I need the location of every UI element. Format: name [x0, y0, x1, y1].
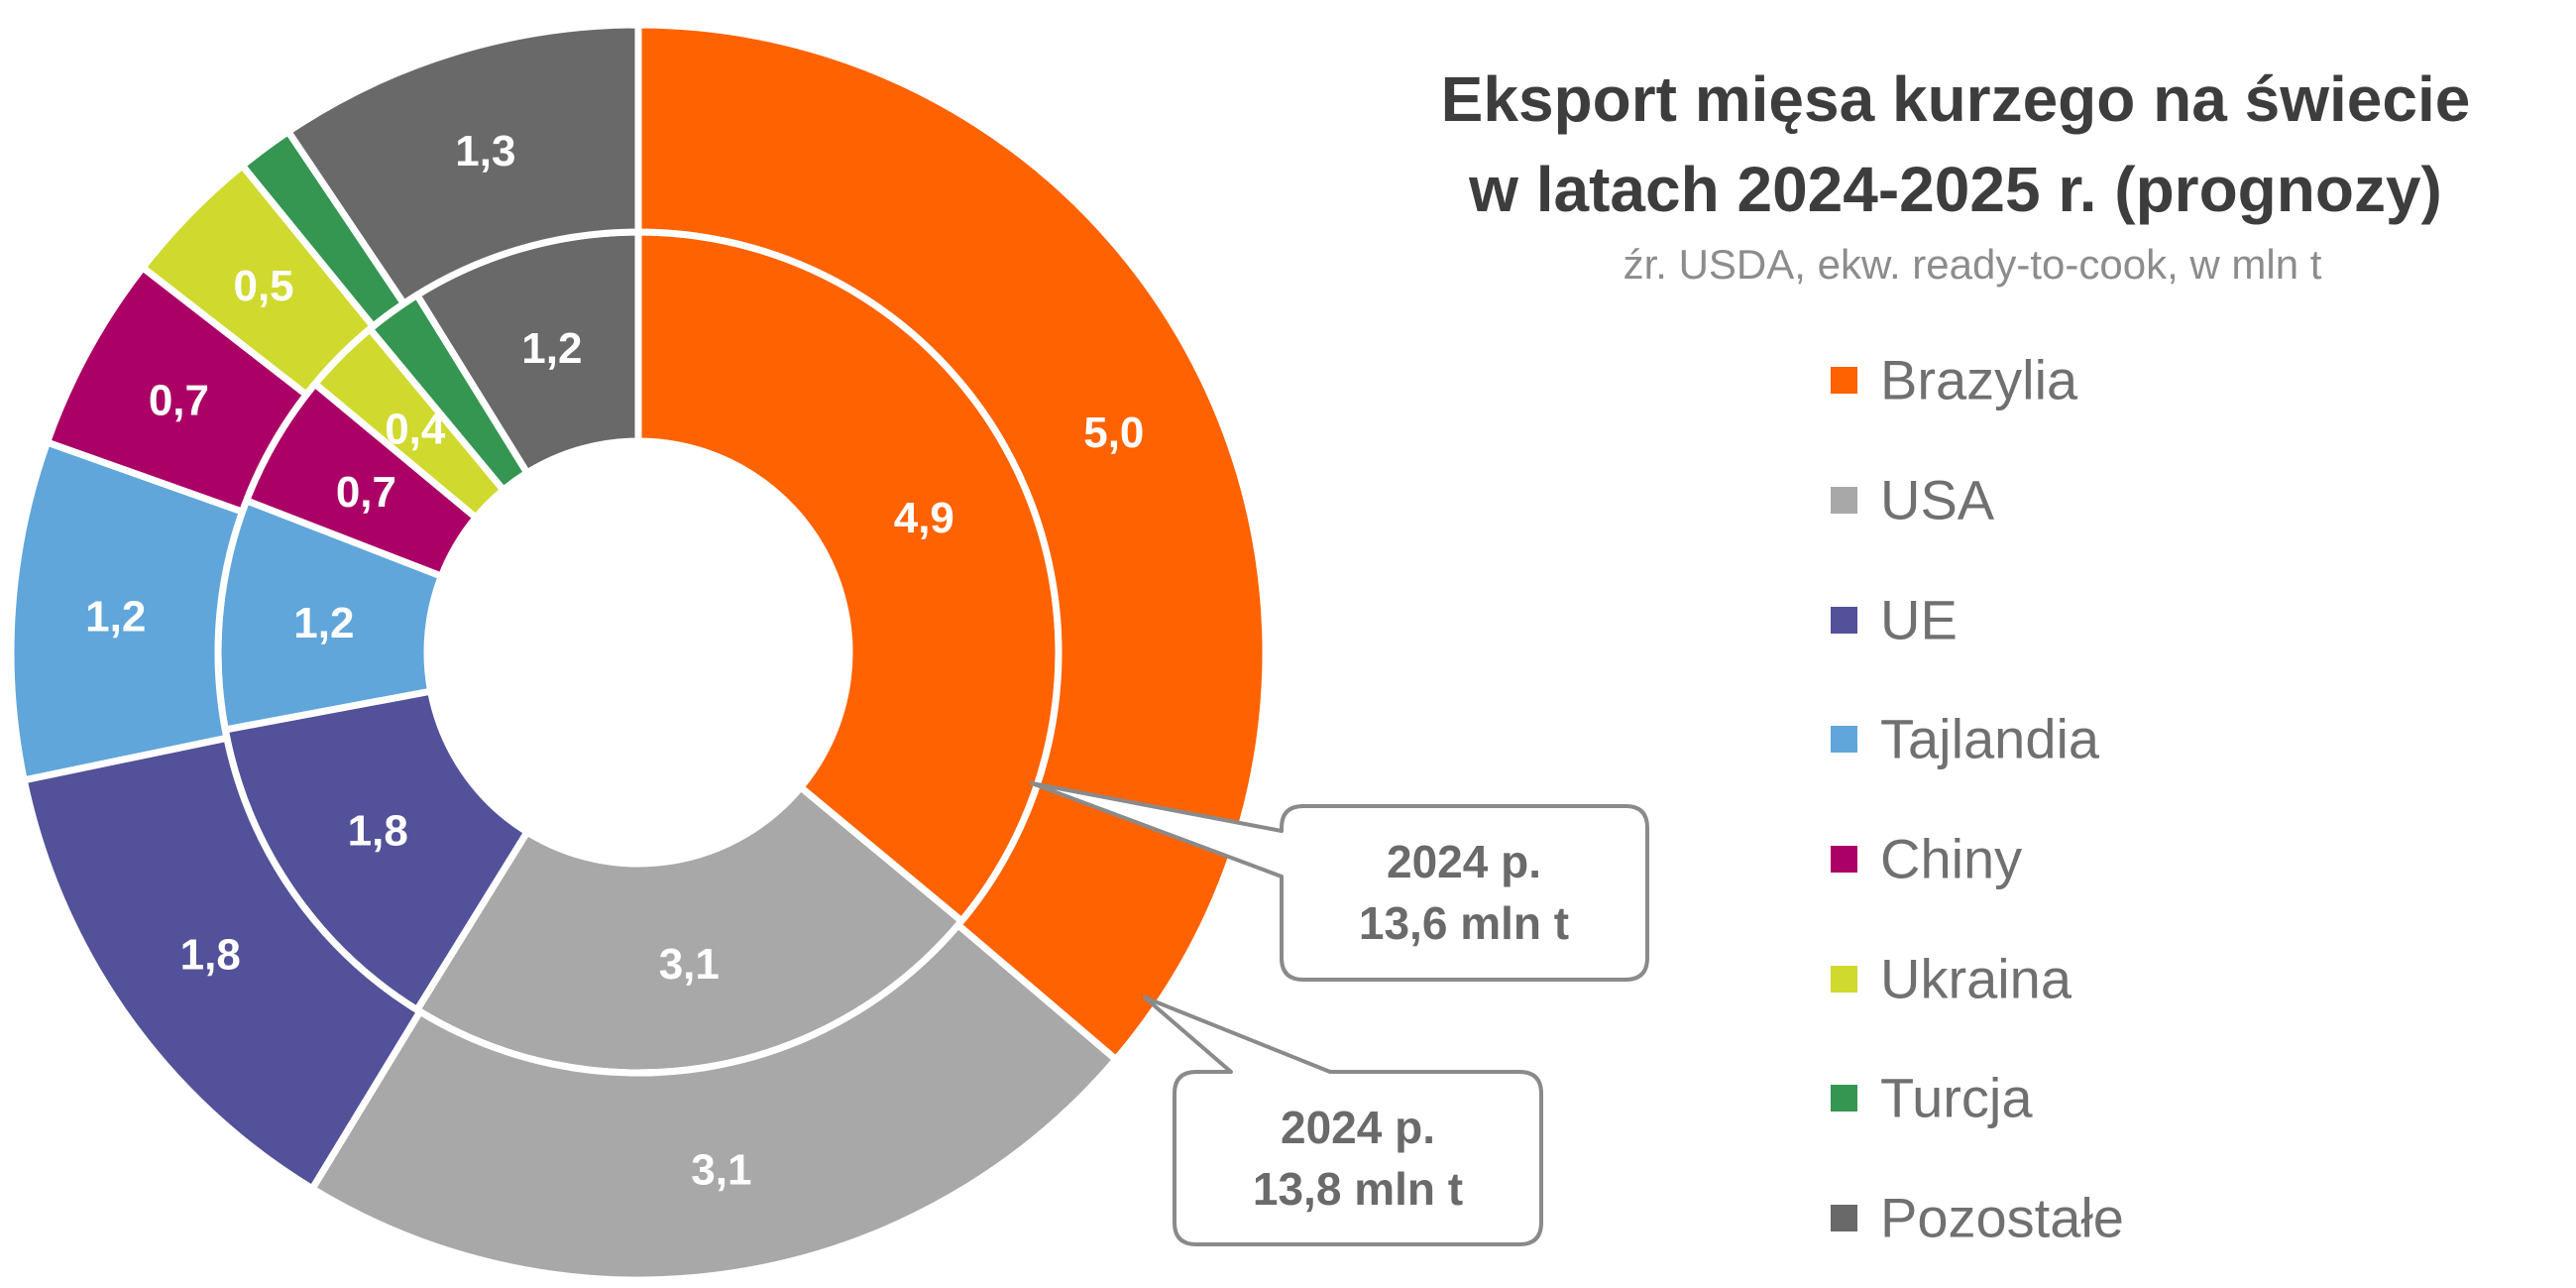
label-outer-brazylia: 5,0: [1083, 409, 1144, 457]
callout-outer-ring: 2024 p. 13,8 mln t: [1143, 995, 1543, 1246]
label-inner-ue: 1,8: [348, 806, 408, 855]
label-outer-ukraina: 0,5: [233, 262, 293, 310]
legend-label-pozostale: Pozostałe: [1880, 1187, 2124, 1249]
legend-label-ukraina: Ukraina: [1880, 948, 2072, 1010]
legend-swatch-ukraina: [1831, 966, 1857, 993]
label-inner-ukraina: 0,4: [385, 405, 446, 453]
ring-outer: [7, 21, 1270, 1284]
ring-inner: [214, 228, 1063, 1077]
legend-swatch-pozostale: [1831, 1205, 1857, 1231]
legend-label-chiny: Chiny: [1880, 828, 2022, 890]
legend-item-ue: UE: [1831, 589, 1958, 651]
legend-item-tajlandia: Tajlandia: [1831, 708, 2100, 770]
label-outer-ue: 1,8: [180, 930, 241, 979]
slice-outer-usa: [307, 920, 1121, 1284]
chart-title-line-1: Eksport mięsa kurzego na świecie: [1441, 63, 2471, 135]
callout-inner-year: 2024 p.: [1387, 836, 1541, 887]
legend-swatch-tajlandia: [1831, 726, 1857, 753]
legend-swatch-brazylia: [1831, 367, 1857, 394]
legend-item-chiny: Chiny: [1831, 828, 2022, 890]
callout-outer-total: 13,8 mln t: [1253, 1163, 1463, 1215]
legend-item-turcja: Turcja: [1831, 1067, 2033, 1129]
legend-label-ue: UE: [1880, 589, 1958, 651]
legend-item-brazylia: Brazylia: [1831, 349, 2078, 411]
label-outer-chiny: 0,7: [149, 377, 209, 425]
label-outer-tajlandia: 1,2: [85, 592, 146, 641]
callout-inner-ring: 2024 p. 13,6 mln t: [1030, 781, 1649, 982]
legend-label-turcja: Turcja: [1880, 1067, 2033, 1129]
callout-inner-total: 13,6 mln t: [1359, 897, 1569, 949]
donut-chart: [7, 21, 1270, 1284]
legend-item-pozostale: Pozostałe: [1831, 1187, 2124, 1249]
legend-swatch-chiny: [1831, 846, 1857, 873]
label-inner-chiny: 0,7: [336, 468, 396, 517]
legend: Brazylia USA UE Tajlandia Chiny Ukraina …: [1831, 349, 2124, 1249]
legend-swatch-ue: [1831, 607, 1857, 634]
legend-item-usa: USA: [1831, 469, 1995, 531]
callout-outer-year: 2024 p.: [1281, 1102, 1435, 1153]
legend-label-tajlandia: Tajlandia: [1880, 708, 2100, 770]
legend-label-brazylia: Brazylia: [1880, 349, 2078, 411]
donut-labels: 4,9 3,1 1,8 1,2 0,7 0,4 1,2 5,0 3,1 1,8 1,2 0,7 0,5 1…: [85, 127, 1144, 1194]
chart-title: Eksport mięsa kurzego na świecie w latac…: [1441, 63, 2471, 225]
callout-inner-box: [1030, 781, 1649, 982]
legend-swatch-usa: [1831, 487, 1857, 514]
label-outer-usa: 3,1: [691, 1145, 751, 1194]
chart-subtitle: źr. USDA, ekw. ready-to-cook, w mln t: [1624, 241, 2322, 288]
callout-outer-box: [1143, 995, 1543, 1246]
slice-outer-pozostale: [282, 21, 642, 308]
legend-label-usa: USA: [1880, 469, 1995, 531]
chart-title-line-2: w latach 2024-2025 r. (prognozy): [1468, 154, 2442, 225]
label-inner-pozostale: 1,2: [521, 324, 582, 373]
label-inner-tajlandia: 1,2: [293, 599, 354, 647]
label-inner-usa: 3,1: [659, 940, 720, 989]
legend-item-ukraina: Ukraina: [1831, 948, 2072, 1010]
label-inner-brazylia: 4,9: [894, 494, 954, 542]
label-outer-pozostale: 1,3: [455, 127, 515, 176]
legend-swatch-turcja: [1831, 1085, 1857, 1112]
